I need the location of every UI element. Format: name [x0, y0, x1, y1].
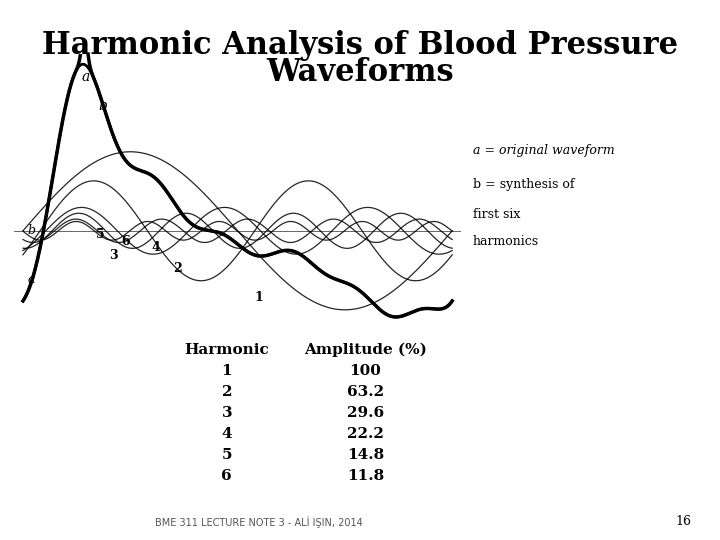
- Text: 2: 2: [222, 385, 232, 399]
- Text: 3: 3: [109, 249, 117, 262]
- Text: Amplitude (%): Amplitude (%): [304, 343, 427, 357]
- Text: BME 311 LECTURE NOTE 3 - ALİ IŞIN, 2014: BME 311 LECTURE NOTE 3 - ALİ IŞIN, 2014: [156, 516, 363, 528]
- Text: harmonics: harmonics: [473, 235, 539, 248]
- Text: 16: 16: [675, 515, 691, 528]
- Text: 4: 4: [222, 427, 232, 441]
- Text: first six: first six: [473, 208, 521, 221]
- Text: b = synthesis of: b = synthesis of: [473, 178, 575, 191]
- Text: 22.2: 22.2: [347, 427, 384, 441]
- Text: 6: 6: [122, 235, 130, 248]
- Text: 1: 1: [255, 291, 264, 304]
- Text: Harmonic: Harmonic: [184, 343, 269, 357]
- Text: 2: 2: [173, 262, 182, 275]
- Text: 63.2: 63.2: [347, 385, 384, 399]
- Text: b: b: [27, 224, 35, 237]
- Text: a = original waveform: a = original waveform: [473, 144, 615, 158]
- Text: 100: 100: [349, 364, 382, 378]
- Text: Harmonic Analysis of Blood Pressure: Harmonic Analysis of Blood Pressure: [42, 30, 678, 60]
- Text: 6: 6: [222, 469, 232, 483]
- Text: 3: 3: [222, 406, 232, 420]
- Text: b: b: [98, 99, 107, 113]
- Text: 14.8: 14.8: [347, 448, 384, 462]
- Text: 1: 1: [222, 364, 232, 378]
- Text: 5: 5: [96, 228, 104, 241]
- Text: 4: 4: [152, 241, 161, 254]
- Text: 5: 5: [222, 448, 232, 462]
- Text: 11.8: 11.8: [347, 469, 384, 483]
- Text: Waveforms: Waveforms: [266, 57, 454, 87]
- Text: a: a: [27, 273, 35, 286]
- Text: 29.6: 29.6: [347, 406, 384, 420]
- Text: a: a: [81, 70, 89, 84]
